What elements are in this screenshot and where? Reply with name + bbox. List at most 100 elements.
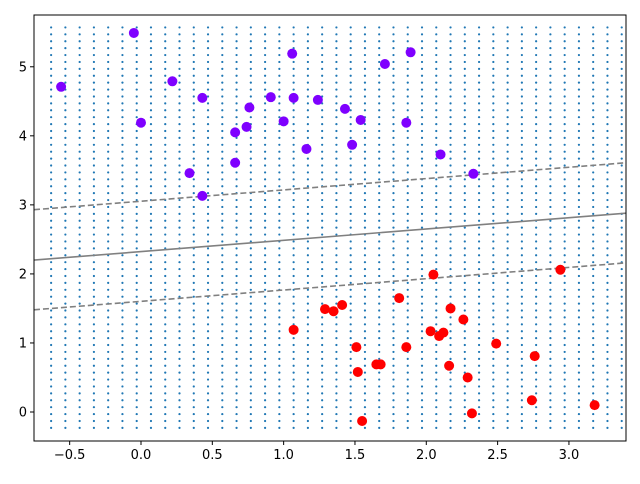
grid-dot	[378, 67, 381, 70]
grid-dot	[492, 150, 495, 153]
grid-dot	[178, 399, 181, 402]
grid-dot	[206, 88, 210, 91]
grid-dot	[164, 240, 167, 243]
grid-dot	[492, 274, 495, 278]
grid-dot	[92, 212, 96, 215]
grid-dot	[549, 261, 552, 264]
grid-dot	[349, 357, 352, 360]
grid-dot	[477, 378, 481, 381]
grid-dot	[249, 357, 252, 360]
grid-dot	[477, 233, 481, 236]
grid-dot	[520, 281, 523, 284]
grid-dot	[64, 171, 67, 174]
grid-dot	[321, 302, 324, 305]
grid-dot	[64, 392, 67, 395]
grid-dot	[192, 205, 195, 209]
grid-dot	[78, 343, 81, 347]
grid-dot	[363, 337, 367, 340]
grid-dot	[321, 67, 324, 70]
grid-dot	[178, 419, 181, 423]
grid-dot	[592, 337, 595, 340]
grid-dot	[406, 129, 409, 133]
grid-dot	[206, 198, 210, 202]
grid-dot	[620, 164, 623, 167]
grid-dot	[477, 364, 481, 367]
grid-dot	[263, 67, 267, 70]
grid-dot	[392, 150, 395, 153]
grid-dot	[192, 371, 195, 374]
grid-dot	[121, 47, 124, 50]
grid-dot	[392, 95, 395, 98]
grid-dot	[235, 233, 238, 236]
grid-dot	[435, 26, 438, 29]
grid-dot	[363, 122, 367, 126]
grid-dot	[249, 26, 252, 29]
grid-dot	[321, 295, 324, 298]
grid-dot	[292, 47, 295, 50]
grid-dot	[420, 150, 424, 153]
grid-dot	[535, 47, 538, 50]
grid-dot	[577, 88, 581, 91]
grid-dot	[78, 406, 81, 409]
grid-dot	[235, 178, 238, 181]
grid-dot	[192, 129, 195, 133]
grid-dot	[64, 178, 67, 181]
grid-dot	[435, 412, 438, 416]
grid-dot	[278, 261, 281, 264]
grid-dot	[121, 157, 124, 160]
grid-dot	[50, 192, 53, 195]
grid-dot	[392, 219, 395, 222]
grid-dot	[178, 337, 181, 340]
grid-dot	[606, 274, 609, 278]
grid-dot	[78, 88, 81, 91]
grid-dot	[449, 316, 452, 319]
grid-dot	[392, 233, 395, 236]
grid-dot	[563, 116, 566, 119]
grid-dot	[249, 267, 252, 271]
data-point	[128, 27, 139, 38]
grid-dot	[206, 26, 210, 29]
grid-dot	[477, 205, 481, 209]
grid-dot	[92, 157, 96, 160]
grid-dot	[135, 254, 138, 257]
grid-dot	[420, 281, 424, 284]
grid-dot	[606, 385, 609, 388]
grid-dot	[335, 267, 338, 271]
grid-dot	[263, 40, 267, 43]
grid-dot	[449, 254, 452, 257]
grid-dot	[406, 150, 409, 153]
grid-dot	[64, 343, 67, 347]
grid-dot	[78, 192, 81, 195]
grid-dot	[406, 212, 409, 215]
grid-dot	[577, 378, 581, 381]
grid-dot	[50, 406, 53, 409]
grid-dot	[149, 385, 153, 388]
grid-dot	[535, 316, 538, 319]
grid-dot	[92, 178, 96, 181]
grid-dot	[363, 81, 367, 84]
grid-dot	[363, 281, 367, 284]
grid-dot	[620, 205, 623, 209]
grid-dot	[78, 136, 81, 139]
grid-dot	[463, 102, 466, 105]
grid-dot	[235, 364, 238, 367]
grid-dot	[278, 371, 281, 374]
grid-dot	[477, 171, 481, 174]
grid-dot	[420, 88, 424, 91]
grid-dot	[549, 419, 552, 423]
grid-dot	[64, 129, 67, 133]
grid-dot	[520, 185, 523, 188]
grid-dot	[563, 60, 566, 64]
grid-dot	[92, 74, 96, 77]
grid-dot	[121, 122, 124, 126]
grid-dot	[249, 226, 252, 229]
grid-dot	[135, 378, 138, 381]
grid-dot	[392, 399, 395, 402]
grid-dot	[520, 343, 523, 347]
grid-dot	[392, 185, 395, 188]
grid-dot	[164, 95, 167, 98]
grid-dot	[206, 343, 210, 347]
grid-dot	[506, 212, 509, 215]
grid-dot	[50, 122, 53, 126]
grid-dot	[463, 26, 466, 29]
